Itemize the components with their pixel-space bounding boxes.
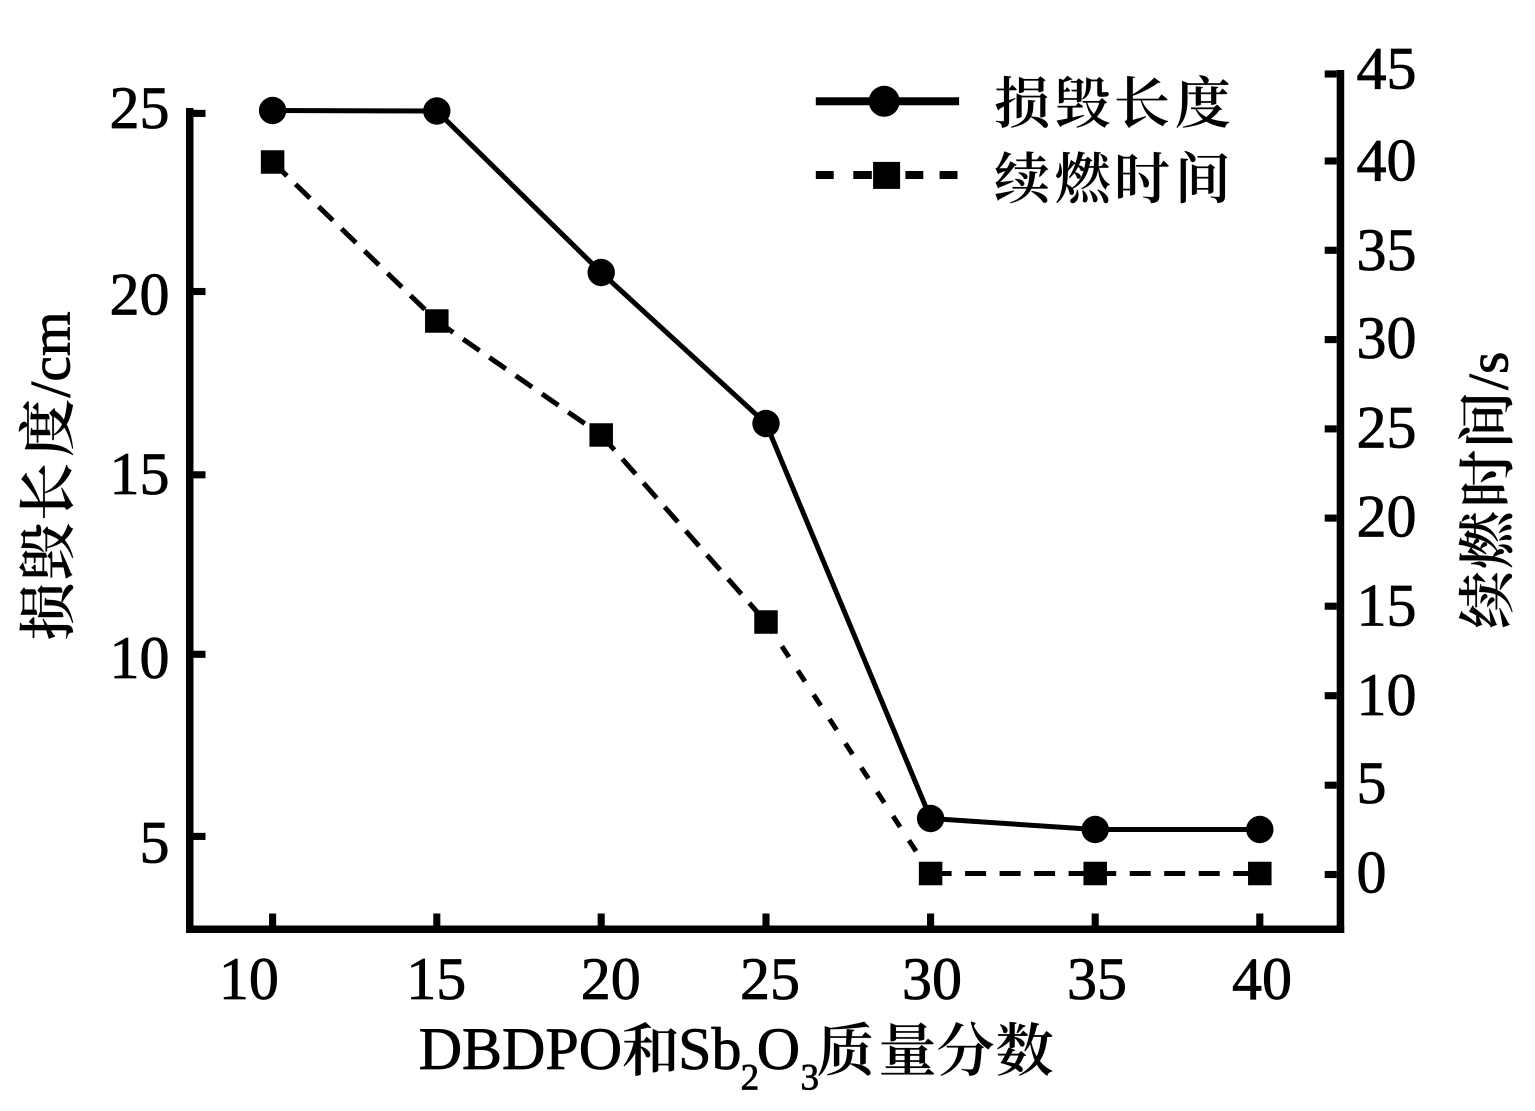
svg-text:20: 20: [1357, 484, 1417, 550]
svg-text:5: 5: [1357, 750, 1387, 816]
svg-text:/s: /s: [1458, 352, 1521, 390]
svg-text:25: 25: [110, 75, 170, 141]
svg-text:15: 15: [1357, 573, 1417, 639]
svg-text:15: 15: [110, 441, 170, 507]
svg-text:35: 35: [1357, 217, 1417, 283]
svg-text:40: 40: [1232, 946, 1292, 1012]
svg-text:15: 15: [406, 946, 466, 1012]
svg-text:20: 20: [581, 946, 641, 1012]
svg-text:/cm: /cm: [19, 311, 82, 397]
svg-text:0: 0: [1357, 840, 1387, 906]
svg-text:35: 35: [1067, 946, 1127, 1012]
svg-text:Sb: Sb: [678, 1016, 741, 1082]
svg-text:2: 2: [741, 1057, 760, 1098]
svg-text:25: 25: [1357, 395, 1417, 461]
svg-text:O: O: [757, 1016, 800, 1082]
svg-text:10: 10: [219, 946, 279, 1012]
svg-text:10: 10: [110, 625, 170, 691]
svg-text:5: 5: [140, 810, 170, 876]
svg-text:30: 30: [1357, 305, 1417, 371]
svg-text:DBDPO: DBDPO: [419, 1016, 622, 1082]
svg-text:25: 25: [740, 946, 800, 1012]
svg-text:30: 30: [902, 946, 962, 1012]
svg-text:10: 10: [1357, 662, 1417, 728]
svg-text:20: 20: [110, 261, 170, 327]
svg-text:3: 3: [801, 1057, 820, 1098]
svg-text:40: 40: [1357, 128, 1417, 194]
svg-text:45: 45: [1357, 36, 1417, 102]
